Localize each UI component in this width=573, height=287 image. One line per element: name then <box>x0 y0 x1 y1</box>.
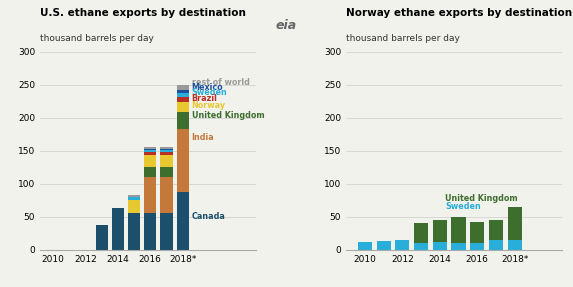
Bar <box>160 177 172 214</box>
Bar <box>160 150 172 152</box>
Bar <box>176 85 189 90</box>
Text: Sweden: Sweden <box>445 202 481 211</box>
Bar <box>160 148 172 149</box>
Bar <box>144 152 156 155</box>
Bar <box>144 150 156 152</box>
Bar <box>144 167 156 177</box>
Bar <box>160 152 172 155</box>
Bar <box>358 242 372 250</box>
Bar <box>470 222 484 243</box>
Bar <box>414 243 428 250</box>
Bar <box>489 220 503 240</box>
Bar <box>395 240 409 250</box>
Text: Canada: Canada <box>191 212 225 221</box>
Bar <box>176 192 189 250</box>
Bar <box>144 148 156 149</box>
Bar <box>128 197 140 200</box>
Bar <box>508 207 522 240</box>
Bar <box>112 208 124 250</box>
Bar <box>128 195 140 197</box>
Bar <box>452 243 465 250</box>
Text: U.S. ethane exports by destination: U.S. ethane exports by destination <box>40 8 246 18</box>
Bar <box>144 177 156 214</box>
Bar <box>160 149 172 150</box>
Bar <box>176 102 189 113</box>
Text: thousand barrels per day: thousand barrels per day <box>346 34 460 43</box>
Text: Norway: Norway <box>191 101 226 110</box>
Bar <box>160 155 172 167</box>
Text: thousand barrels per day: thousand barrels per day <box>40 34 154 43</box>
Bar <box>144 149 156 150</box>
Bar <box>452 217 465 243</box>
Bar <box>160 167 172 177</box>
Bar <box>144 155 156 167</box>
Bar <box>176 129 189 192</box>
Bar <box>160 214 172 250</box>
Bar <box>433 242 447 250</box>
Bar <box>128 200 140 214</box>
Bar <box>176 93 189 97</box>
Text: eia: eia <box>276 19 297 32</box>
Bar <box>433 220 447 242</box>
Bar <box>176 97 189 102</box>
Bar <box>489 240 503 250</box>
Bar <box>176 90 189 93</box>
Bar <box>414 223 428 243</box>
Text: Brazil: Brazil <box>191 94 218 103</box>
Bar <box>176 113 189 129</box>
Text: India: India <box>191 133 214 142</box>
Text: Mexico: Mexico <box>191 83 223 92</box>
Bar <box>128 214 140 250</box>
Text: United Kingdom: United Kingdom <box>191 111 264 120</box>
Bar <box>144 214 156 250</box>
Text: United Kingdom: United Kingdom <box>445 194 518 203</box>
Bar <box>470 243 484 250</box>
Text: Norway ethane exports by destination: Norway ethane exports by destination <box>346 8 572 18</box>
Bar <box>376 241 391 250</box>
Text: Sweden: Sweden <box>191 88 227 97</box>
Bar <box>508 240 522 250</box>
Text: rest of world: rest of world <box>191 78 249 87</box>
Bar <box>96 225 108 250</box>
